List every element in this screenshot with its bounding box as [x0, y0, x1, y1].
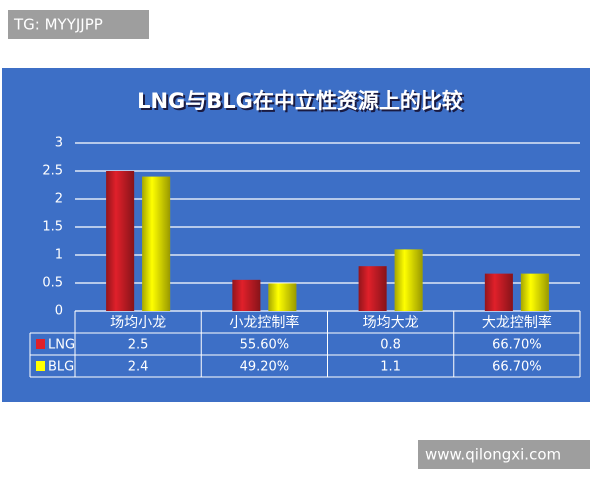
y-tick-label: 0.5 [42, 276, 63, 291]
bar [142, 176, 171, 311]
bar [106, 171, 135, 311]
bar [484, 273, 513, 311]
table-value: 55.60% [240, 338, 290, 353]
legend-label: BLG [48, 360, 74, 375]
table-value: 66.70% [492, 360, 542, 375]
y-tick-label: 3 [55, 136, 63, 151]
bar [268, 283, 297, 311]
y-tick-label: 2 [55, 192, 63, 207]
chart-title: LNG与BLG在中立性资源上的比较 [137, 89, 463, 113]
watermark-box [418, 440, 590, 469]
legend-swatch [36, 361, 45, 371]
bar [232, 279, 261, 311]
chart-panel [2, 68, 590, 402]
watermark-box [8, 10, 149, 39]
table-value: 49.20% [240, 360, 290, 375]
table-value: 2.5 [128, 338, 149, 353]
y-tick-label: 1.5 [42, 220, 63, 235]
x-tick-label: 场均小龙 [110, 315, 166, 331]
legend-swatch [36, 339, 45, 349]
y-tick-label: 2.5 [42, 164, 63, 179]
legend-label: LNG [48, 338, 75, 353]
x-tick-label: 大龙控制率 [482, 314, 552, 331]
y-tick-label: 1 [55, 248, 63, 263]
x-tick-label: 场均大龙 [363, 315, 419, 331]
table-value: 2.4 [128, 360, 149, 375]
watermark: www.qilongxi.com [425, 446, 561, 464]
bar [358, 266, 387, 311]
watermark: TG: MYYJJPP [13, 16, 103, 34]
x-tick-label: 小龙控制率 [229, 314, 299, 331]
y-tick-label: 0 [55, 304, 63, 319]
table-value: 0.8 [380, 338, 401, 353]
bar [394, 249, 423, 311]
table-value: 66.70% [492, 338, 542, 353]
bar [520, 273, 549, 311]
table-value: 1.1 [380, 360, 401, 375]
chart-title-shadow: LNG与BLG在中立性资源上的比较 [139, 91, 465, 115]
